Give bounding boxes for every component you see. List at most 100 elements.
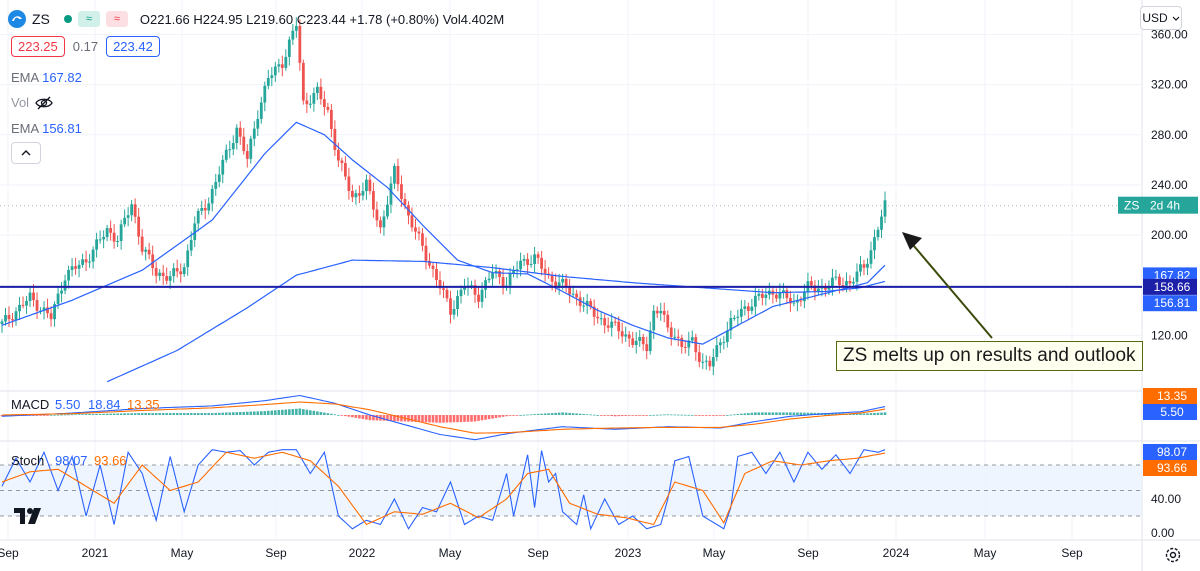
macd-histogram-bar bbox=[245, 411, 249, 415]
buy-icon[interactable]: ≈ bbox=[77, 11, 100, 27]
ask-price[interactable]: 223.42 bbox=[106, 36, 160, 57]
currency-selector[interactable]: USD bbox=[1140, 6, 1182, 30]
macd-histogram-bar bbox=[144, 413, 147, 415]
macd-histogram-bar bbox=[154, 413, 158, 415]
macd-histogram-bar bbox=[796, 412, 799, 415]
candle-down bbox=[400, 184, 403, 200]
candle-down bbox=[396, 165, 400, 185]
macd-histogram-bar bbox=[494, 415, 498, 418]
macd-histogram-bar bbox=[631, 415, 635, 416]
macd-histogram-bar bbox=[771, 412, 775, 415]
macd-histogram-bar bbox=[547, 413, 550, 415]
macd-histogram-bar bbox=[410, 415, 414, 422]
indicator-ema-fast[interactable]: EMA 167.82 bbox=[11, 70, 82, 85]
candle-down bbox=[109, 228, 113, 233]
macd-histogram-bar bbox=[358, 415, 361, 419]
macd-histogram-bar bbox=[743, 413, 747, 415]
candle-up bbox=[736, 316, 740, 318]
macd-histogram-bar bbox=[105, 413, 109, 415]
candle-down bbox=[428, 260, 431, 266]
stoch-k-value: 98.07 bbox=[55, 453, 88, 468]
macd-histogram-bar bbox=[852, 413, 855, 415]
candle-down bbox=[350, 190, 354, 198]
candle-down bbox=[445, 289, 449, 299]
macd-histogram-bar bbox=[599, 415, 603, 416]
macd-signal-value: 13.35 bbox=[127, 397, 160, 412]
candle-up bbox=[638, 336, 642, 341]
bid-price[interactable]: 223.25 bbox=[11, 36, 65, 57]
macd-histogram-bar bbox=[768, 412, 771, 415]
eye-off-icon[interactable] bbox=[35, 96, 53, 110]
candle-down bbox=[498, 270, 501, 278]
collapse-button[interactable] bbox=[11, 142, 41, 164]
candle-down bbox=[526, 259, 529, 265]
candle-down bbox=[35, 300, 39, 311]
candle-down bbox=[540, 257, 544, 269]
candle-down bbox=[655, 310, 659, 314]
candle-up bbox=[189, 240, 193, 251]
symbol-name[interactable]: ZS bbox=[32, 11, 50, 27]
candle-up bbox=[519, 260, 522, 270]
candle-up bbox=[256, 118, 260, 129]
candle-down bbox=[431, 265, 435, 269]
candle-up bbox=[459, 289, 463, 296]
candle-up bbox=[214, 181, 218, 189]
candle-down bbox=[21, 304, 25, 306]
last-price-tag-bg bbox=[1118, 196, 1198, 214]
candle-up bbox=[210, 188, 214, 204]
candle-down bbox=[578, 297, 582, 306]
macd-histogram-bar bbox=[333, 414, 337, 416]
candle-up bbox=[827, 286, 831, 290]
currency-label: USD bbox=[1142, 11, 1168, 25]
macd-histogram-bar bbox=[733, 414, 736, 416]
macd-histogram-bar bbox=[186, 413, 190, 415]
sell-icon[interactable]: ≈ bbox=[105, 11, 128, 27]
candle-down bbox=[477, 294, 480, 302]
indicator-volume[interactable]: Vol bbox=[11, 95, 53, 110]
candle-up bbox=[778, 292, 782, 299]
market-status-dot bbox=[63, 15, 72, 23]
candle-down bbox=[372, 191, 375, 210]
candle-up bbox=[648, 330, 652, 352]
ema-slow-price-tag: 156.81 bbox=[1154, 296, 1191, 310]
candle-down bbox=[676, 336, 680, 338]
macd-histogram-bar bbox=[662, 414, 666, 416]
candle-up bbox=[4, 315, 7, 322]
macd-histogram-bar bbox=[319, 412, 323, 415]
candle-down bbox=[620, 331, 624, 337]
macd-histogram-bar bbox=[466, 415, 470, 422]
candle-down bbox=[669, 327, 673, 337]
macd-value: 5.50 bbox=[55, 397, 80, 412]
macd-price-tag: 5.50 bbox=[1160, 405, 1184, 419]
macd-histogram-bar bbox=[487, 415, 491, 420]
macd-histogram-bar bbox=[130, 413, 133, 415]
macd-histogram-bar bbox=[330, 413, 333, 415]
macd-histogram-bar bbox=[63, 414, 67, 416]
macd-histogram-bar bbox=[750, 412, 754, 415]
candle-up bbox=[105, 228, 109, 237]
macd-histogram-bar bbox=[669, 414, 673, 416]
candle-up bbox=[196, 210, 200, 224]
macd-signal-price-tag: 13.35 bbox=[1157, 389, 1187, 403]
indicator-ema-slow[interactable]: EMA 156.81 bbox=[11, 121, 82, 136]
candle-down bbox=[564, 278, 568, 288]
candle-up bbox=[389, 183, 393, 205]
macd-histogram-bar bbox=[123, 413, 126, 415]
candle-down bbox=[760, 293, 764, 298]
gear-icon[interactable] bbox=[1164, 546, 1182, 567]
tradingview-logo-icon[interactable] bbox=[14, 508, 46, 527]
macd-histogram-bar bbox=[697, 415, 701, 416]
candle-down bbox=[666, 314, 670, 328]
time-axis-tick-label: May bbox=[439, 546, 462, 560]
candle-down bbox=[329, 109, 333, 129]
candle-down bbox=[680, 337, 684, 347]
candle-down bbox=[46, 307, 49, 314]
candle-up bbox=[382, 216, 386, 228]
candle-up bbox=[624, 334, 628, 337]
macd-histogram-bar bbox=[372, 415, 375, 421]
macd-histogram-bar bbox=[231, 412, 235, 415]
candle-up bbox=[182, 267, 186, 275]
candle-down bbox=[301, 62, 305, 101]
macd-histogram-bar bbox=[536, 413, 540, 415]
